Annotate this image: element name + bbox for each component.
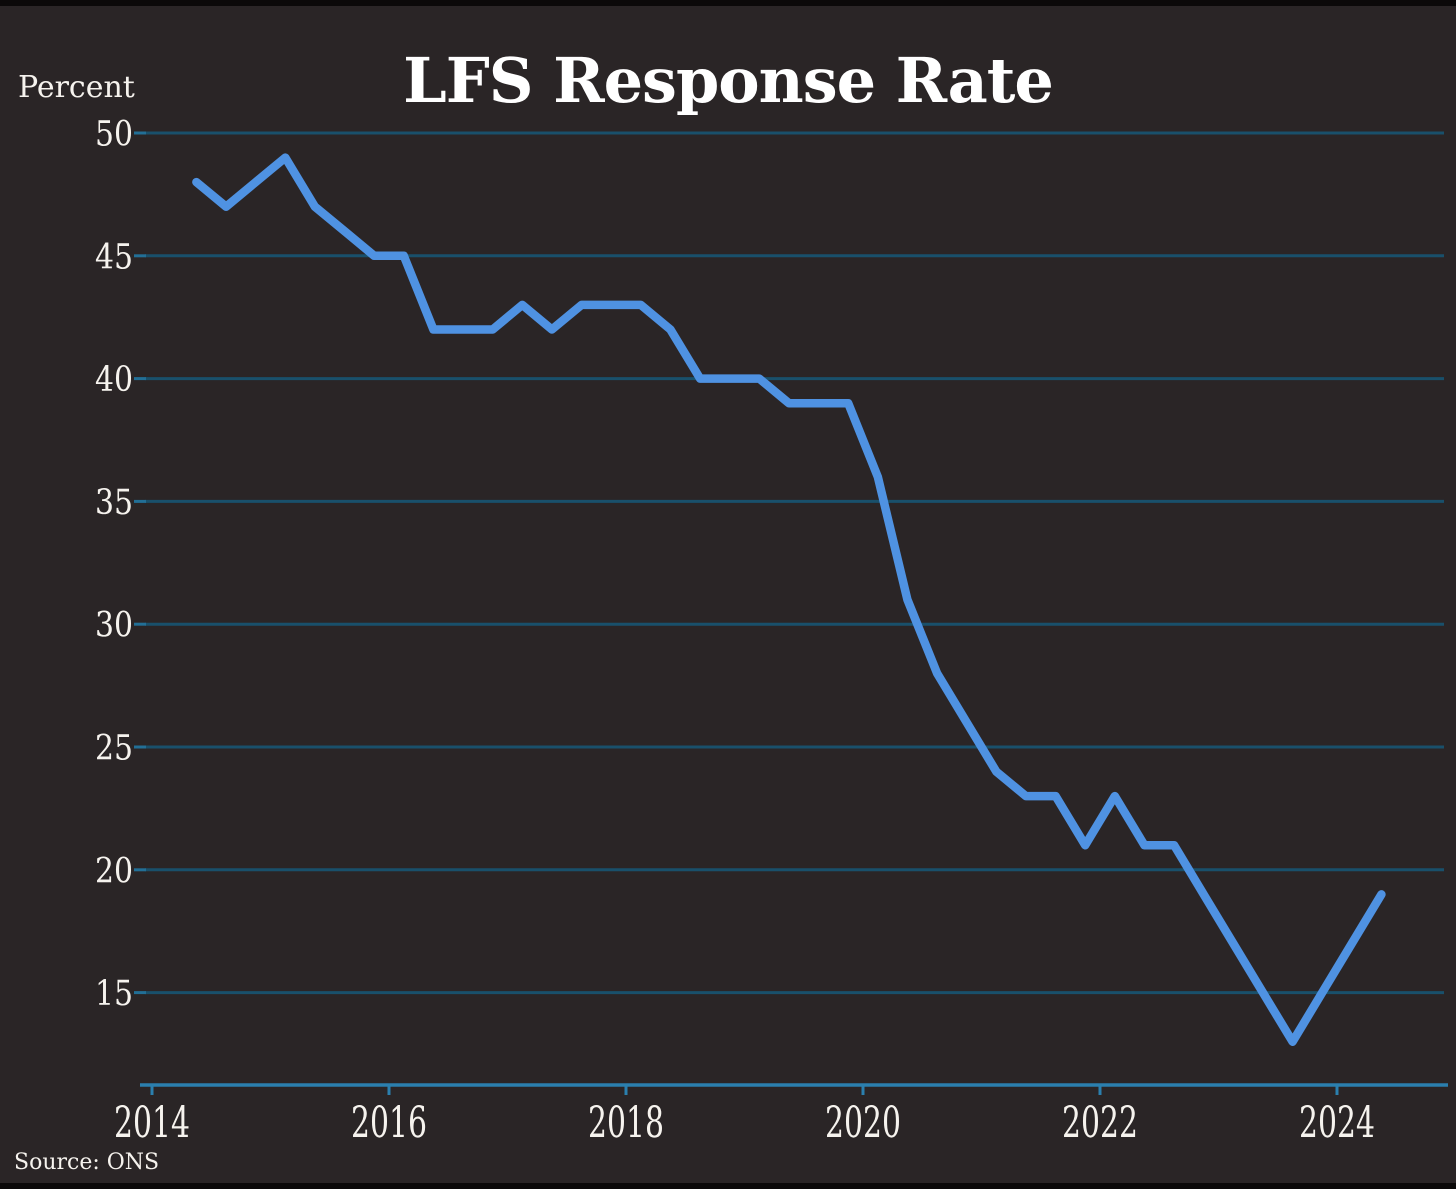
x-tick-label-2020: 2020 <box>825 1098 901 1148</box>
y-tick-label-40: 40 <box>95 360 133 400</box>
bottom-black-bar <box>0 1183 1456 1189</box>
y-tick-label-35: 35 <box>95 483 133 523</box>
y-tick-label-50: 50 <box>95 115 133 155</box>
top-black-bar <box>0 0 1456 6</box>
y-tick-label-25: 25 <box>95 729 133 769</box>
source-note: Source: ONS <box>14 1150 160 1175</box>
y-tick-label-45: 45 <box>95 237 133 277</box>
x-tick-label-2024: 2024 <box>1299 1098 1375 1148</box>
y-axis-title: Percent <box>18 70 135 105</box>
x-tick-label-2018: 2018 <box>588 1098 664 1148</box>
x-tick-label-2014: 2014 <box>114 1098 190 1148</box>
x-tick-label-2022: 2022 <box>1062 1098 1138 1148</box>
y-tick-label-30: 30 <box>95 606 133 646</box>
y-tick-label-20: 20 <box>95 851 133 891</box>
x-tick-label-2016: 2016 <box>351 1098 427 1148</box>
y-tick-label-15: 15 <box>95 974 133 1014</box>
chart-title: LFS Response Rate <box>403 43 1054 117</box>
response-rate-line <box>192 153 1386 1046</box>
